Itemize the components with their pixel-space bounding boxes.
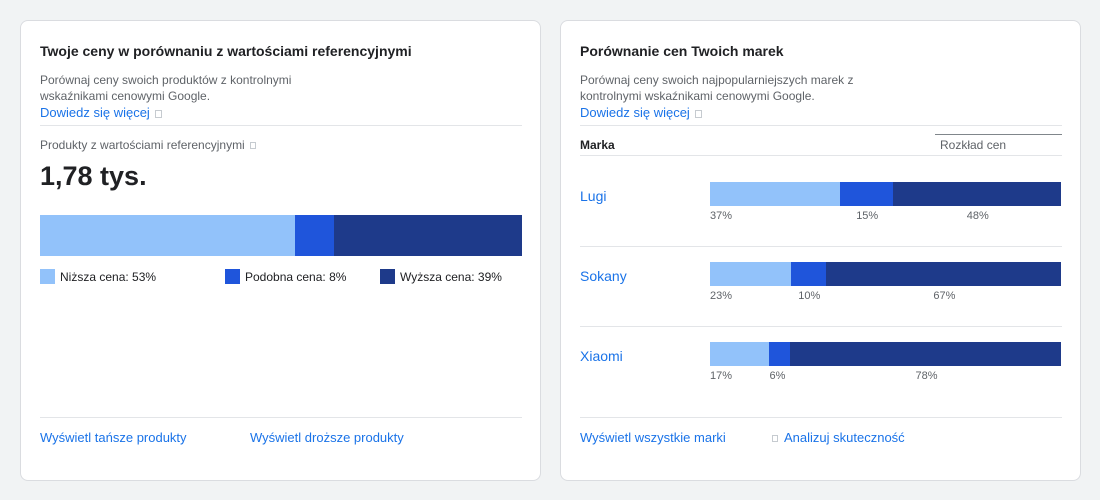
pct-label-lower: 37% — [710, 210, 733, 222]
brand-link-xiaomi[interactable]: Xiaomi — [580, 348, 623, 364]
kpi-value: 1,78 tys. — [40, 161, 147, 191]
pct-label-similar: 6% — [769, 370, 786, 382]
column-header-rule — [935, 134, 1062, 135]
column-header-price-distribution[interactable]: Rozkład cen — [940, 138, 1007, 152]
legend-swatch — [225, 269, 240, 284]
learn-more-link[interactable]: Dowiedz się więcej — [40, 105, 162, 120]
bar-segment-similar[interactable] — [769, 342, 790, 366]
bar-segment-similar[interactable] — [790, 262, 826, 286]
bar-segment-lower[interactable] — [710, 182, 840, 206]
bar-segment-lower[interactable] — [710, 262, 791, 286]
analyze-performance-link[interactable]: Analizuj skuteczność — [772, 430, 905, 445]
kpi-label: Produkty z wartościami referencyjnymi — [40, 138, 256, 152]
legend-swatch — [380, 269, 395, 284]
divider — [40, 417, 522, 418]
card-description: Porównaj ceny swoich produktów z kontrol… — [40, 73, 292, 103]
external-link-icon — [154, 109, 162, 118]
divider — [580, 155, 1062, 156]
legend-higher: Wyższa cena: 39% — [380, 269, 502, 284]
divider — [580, 246, 1062, 247]
view-all-brands-link[interactable]: Wyświetl wszystkie marki — [580, 430, 726, 445]
column-header-brand: Marka — [580, 138, 615, 152]
brand-distribution-bar — [710, 262, 1061, 286]
pct-label-similar: 10% — [798, 290, 821, 302]
bar-segment-lower[interactable] — [710, 342, 770, 366]
bar-segment-higher[interactable] — [334, 215, 522, 256]
bar-segment-similar[interactable] — [295, 215, 334, 256]
legend-similar: Podobna cena: 8% — [225, 269, 346, 284]
brand-link-sokany[interactable]: Sokany — [580, 268, 627, 284]
bar-segment-higher[interactable] — [825, 262, 1061, 286]
view-pricier-products-link[interactable]: Wyświetl droższe produkty — [250, 430, 404, 445]
benchmark-card: Twoje ceny w porównaniu z wartościami re… — [20, 20, 541, 481]
chart-icon — [772, 435, 778, 443]
card-title: Twoje ceny w porównaniu z wartościami re… — [40, 43, 412, 59]
brand-distribution-bar — [710, 342, 1061, 366]
pct-label-higher: 48% — [966, 210, 989, 222]
pct-label-higher: 67% — [933, 290, 956, 302]
brand-comparison-card: Porównanie cen Twoich marek Porównaj cen… — [560, 20, 1081, 481]
bar-segment-lower[interactable] — [40, 215, 296, 256]
view-cheaper-products-link[interactable]: Wyświetl tańsze produkty — [40, 430, 187, 445]
divider — [580, 326, 1062, 327]
bar-segment-higher[interactable] — [789, 342, 1061, 366]
legend-swatch — [40, 269, 55, 284]
brand-link-lugi[interactable]: Lugi — [580, 188, 607, 204]
brand-distribution-bar — [710, 182, 1061, 206]
bar-segment-higher[interactable] — [892, 182, 1061, 206]
pct-label-higher: 78% — [915, 370, 938, 382]
card-description: Porównaj ceny swoich najpopularniejszych… — [580, 73, 854, 103]
divider — [580, 125, 1062, 126]
external-link-icon — [694, 109, 702, 118]
divider — [580, 417, 1062, 418]
learn-more-link[interactable]: Dowiedz się więcej — [580, 105, 702, 120]
legend-lower: Niższa cena: 53% — [40, 269, 156, 284]
price-distribution-bar — [40, 215, 522, 256]
pct-label-lower: 17% — [710, 370, 733, 382]
pct-label-similar: 15% — [856, 210, 879, 222]
pct-label-lower: 23% — [710, 290, 733, 302]
bar-segment-similar[interactable] — [839, 182, 893, 206]
divider — [40, 125, 522, 126]
info-icon[interactable] — [249, 142, 256, 150]
card-title: Porównanie cen Twoich marek — [580, 43, 784, 59]
